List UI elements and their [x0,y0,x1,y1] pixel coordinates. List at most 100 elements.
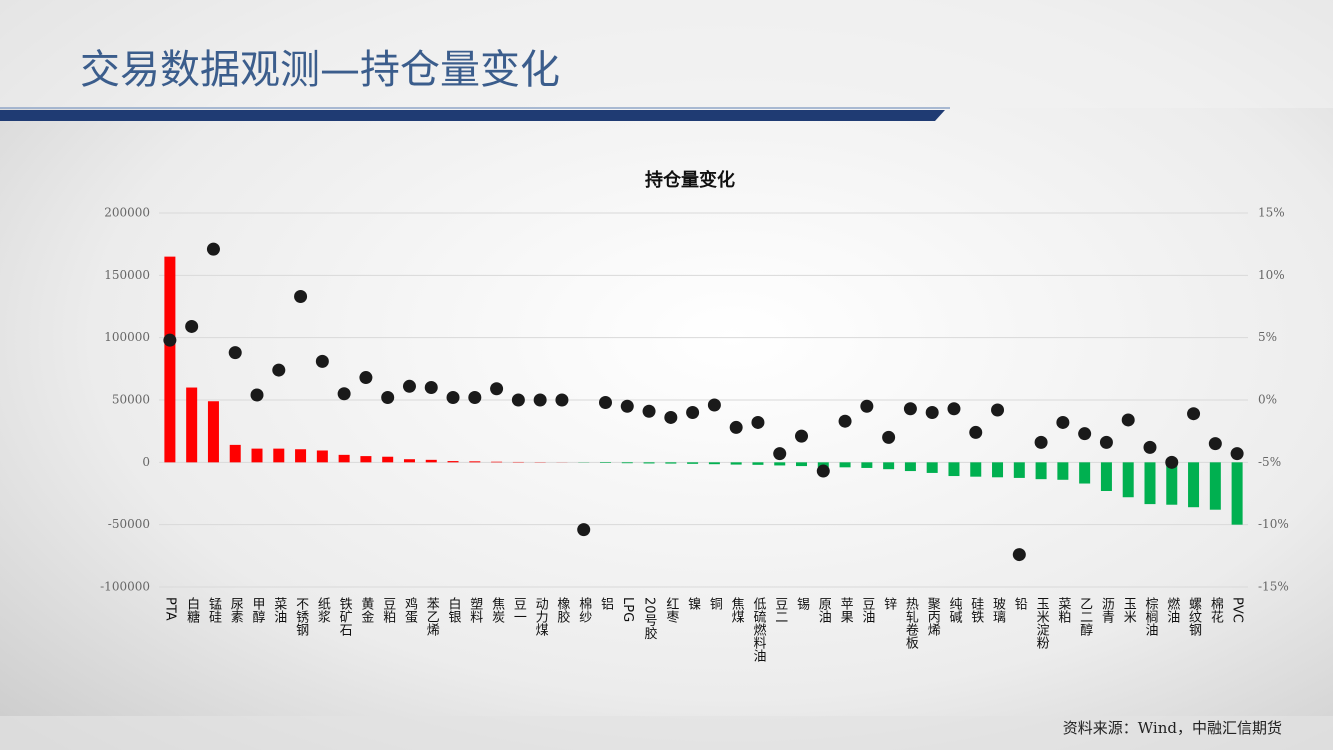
dot [185,320,198,333]
dot [730,421,743,434]
bar [731,462,742,464]
dot [534,394,547,407]
x-tick-label: 铝 [598,597,614,610]
dot [577,523,590,536]
x-tick-label: 玉米 [1121,597,1137,623]
x-tick-label: 甲醇 [250,597,266,623]
x-tick-label: LPG [620,597,635,622]
dot [1165,456,1178,469]
dot [817,465,830,478]
dot [1187,407,1200,420]
slide-title: 交易数据观测—持仓量变化 [80,47,560,93]
y2-tick-label: 5% [1258,330,1277,344]
y-tick-label: 0 [142,455,150,469]
bar [1036,462,1047,479]
bar [491,462,502,463]
dot [795,430,808,443]
x-tick-label: 鸡蛋 [402,596,418,624]
x-tick-label: 低硫燃料油 [750,597,766,662]
x-tick-label: 黄金 [358,597,374,623]
x-tick-label: 苯乙烯 [424,597,440,636]
dot [773,447,786,460]
bar [1188,462,1199,507]
dot [1122,413,1135,426]
dot [251,389,264,402]
bar [469,461,480,462]
x-tick-label: 原油 [816,597,832,623]
bar [230,445,241,462]
dot [1143,441,1156,454]
bar [448,461,459,462]
bar [1232,462,1243,524]
bar [252,449,263,463]
x-tick-label: 锰硅 [206,597,222,623]
dot [316,355,329,368]
bar [948,462,959,476]
dot [490,382,503,395]
bar [796,462,807,466]
dot [1035,436,1048,449]
bar [774,462,785,465]
x-tick-label: 菜油 [271,597,287,623]
dot [468,391,481,404]
bar [339,455,350,462]
bar [426,460,437,462]
x-tick-label: 塑料 [467,597,483,623]
dot [381,391,394,404]
x-tick-label: 硅铁 [968,597,984,623]
dot [555,394,568,407]
dot [1013,548,1026,561]
x-tick-label: 铅 [1012,597,1028,610]
bar [622,462,633,463]
y2-tick-label: -5% [1258,455,1281,469]
x-tick-label: 沥青 [1099,597,1115,623]
x-tick-label: 玉米淀粉 [1034,597,1050,649]
y2-tick-label: 0% [1258,393,1277,407]
bar [295,449,306,462]
y-tick-label: -50000 [108,517,150,531]
bar [186,388,197,463]
dot [359,371,372,384]
x-tick-label: 豆粕 [380,597,396,623]
bar [927,462,938,473]
x-tick-label: 棉花 [1208,597,1224,624]
dot [926,406,939,419]
bar [164,257,175,463]
bar [1101,462,1112,491]
x-tick-label: 菜粕 [1055,597,1071,623]
y2-tick-label: 10% [1258,268,1285,282]
dot [1100,436,1113,449]
bar [644,462,655,463]
bar [1210,462,1221,509]
x-tick-label: 纸浆 [315,597,331,623]
x-tick-label: 铜 [707,597,723,610]
dot [599,396,612,409]
dot [664,411,677,424]
bar [1144,462,1155,504]
x-tick-label: 玻璃 [990,597,1006,623]
x-tick-label: 锡 [794,597,810,610]
bar [861,462,872,468]
y-tick-label: 50000 [112,393,150,407]
bar [992,462,1003,477]
x-tick-label: 白糖 [184,596,200,624]
x-tick-label: PVC [1230,597,1245,623]
dot [403,380,416,393]
dot [839,415,852,428]
x-tick-label: 燃油 [1164,596,1180,623]
x-tick-label: 白银 [446,596,462,623]
bar [404,459,415,462]
dot [969,426,982,439]
dot [643,405,656,418]
dot [751,416,764,429]
dot [1078,427,1091,440]
dot [447,391,460,404]
y2-tick-label: -15% [1258,580,1289,594]
bar [687,462,698,463]
x-tick-label: 20号胶 [642,597,658,641]
x-tick-label: 不锈钢 [293,597,309,637]
bar [883,462,894,469]
x-tick-label: 热轧卷板 [903,597,919,650]
bar [970,462,981,476]
dot [686,406,699,419]
